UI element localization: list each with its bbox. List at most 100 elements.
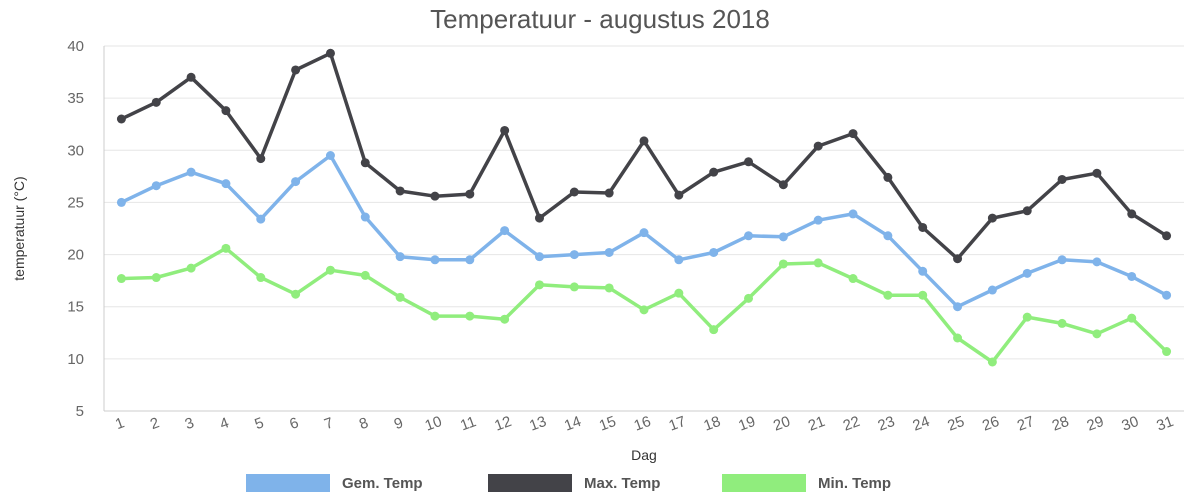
data-point[interactable]	[500, 125, 510, 135]
data-point[interactable]	[360, 158, 370, 168]
data-point[interactable]	[848, 274, 858, 284]
data-point[interactable]	[360, 212, 370, 222]
data-point[interactable]	[1057, 318, 1067, 328]
data-point[interactable]	[953, 254, 963, 264]
data-point[interactable]	[918, 290, 928, 300]
data-point[interactable]	[186, 263, 196, 273]
data-point[interactable]	[987, 285, 997, 295]
data-point[interactable]	[151, 181, 161, 191]
data-point[interactable]	[465, 189, 475, 199]
data-point[interactable]	[1092, 168, 1102, 178]
data-point[interactable]	[116, 197, 126, 207]
data-point[interactable]	[813, 141, 823, 151]
data-point[interactable]	[744, 293, 754, 303]
data-point[interactable]	[430, 255, 440, 265]
data-point[interactable]	[116, 274, 126, 284]
data-point[interactable]	[953, 333, 963, 343]
data-point[interactable]	[987, 213, 997, 223]
data-point[interactable]	[325, 265, 335, 275]
data-point[interactable]	[883, 290, 893, 300]
data-point[interactable]	[1162, 231, 1172, 241]
data-point[interactable]	[500, 314, 510, 324]
legend-item[interactable]: Max. Temp	[488, 474, 660, 492]
data-point[interactable]	[604, 247, 614, 257]
data-point[interactable]	[256, 214, 266, 224]
data-point[interactable]	[151, 97, 161, 107]
y-tick-label: 40	[67, 38, 84, 55]
data-point[interactable]	[883, 172, 893, 182]
data-point[interactable]	[1022, 312, 1032, 322]
data-point[interactable]	[709, 247, 719, 257]
data-point[interactable]	[569, 282, 579, 292]
data-point[interactable]	[465, 255, 475, 265]
legend-item[interactable]: Gem. Temp	[246, 474, 423, 492]
data-point[interactable]	[848, 129, 858, 139]
data-point[interactable]	[500, 226, 510, 236]
data-point[interactable]	[778, 232, 788, 242]
data-point[interactable]	[987, 357, 997, 367]
data-point[interactable]	[639, 136, 649, 146]
data-point[interactable]	[116, 114, 126, 124]
data-point[interactable]	[291, 289, 301, 299]
data-point[interactable]	[534, 280, 544, 290]
data-point[interactable]	[151, 273, 161, 283]
data-point[interactable]	[325, 48, 335, 58]
data-point[interactable]	[744, 231, 754, 241]
data-point[interactable]	[256, 154, 266, 164]
data-point[interactable]	[1022, 206, 1032, 216]
legend-item[interactable]: Min. Temp	[722, 474, 891, 492]
data-point[interactable]	[395, 292, 405, 302]
data-point[interactable]	[674, 255, 684, 265]
data-point[interactable]	[848, 209, 858, 219]
data-point[interactable]	[186, 167, 196, 177]
data-point[interactable]	[465, 311, 475, 321]
data-point[interactable]	[430, 191, 440, 201]
data-point[interactable]	[1057, 255, 1067, 265]
data-point[interactable]	[221, 106, 231, 116]
data-point[interactable]	[569, 187, 579, 197]
data-point[interactable]	[1127, 209, 1137, 219]
data-point[interactable]	[395, 252, 405, 262]
data-point[interactable]	[1127, 313, 1137, 323]
data-point[interactable]	[604, 283, 614, 293]
data-point[interactable]	[709, 325, 719, 335]
data-point[interactable]	[569, 250, 579, 260]
data-point[interactable]	[221, 243, 231, 253]
data-point[interactable]	[1092, 257, 1102, 267]
data-point[interactable]	[639, 228, 649, 238]
x-tick-label: 18	[701, 413, 722, 435]
data-point[interactable]	[674, 190, 684, 200]
data-point[interactable]	[778, 180, 788, 190]
data-point[interactable]	[744, 157, 754, 167]
data-point[interactable]	[639, 305, 649, 315]
data-point[interactable]	[1162, 290, 1172, 300]
data-point[interactable]	[1057, 174, 1067, 184]
data-point[interactable]	[430, 311, 440, 321]
data-point[interactable]	[256, 273, 266, 283]
data-point[interactable]	[534, 252, 544, 262]
data-point[interactable]	[918, 266, 928, 276]
data-point[interactable]	[395, 186, 405, 196]
data-point[interactable]	[1162, 347, 1172, 357]
data-point[interactable]	[813, 215, 823, 225]
data-point[interactable]	[674, 288, 684, 298]
data-point[interactable]	[221, 179, 231, 189]
data-point[interactable]	[813, 258, 823, 268]
data-point[interactable]	[918, 222, 928, 232]
data-point[interactable]	[1127, 271, 1137, 281]
data-point[interactable]	[186, 72, 196, 82]
data-point[interactable]	[604, 188, 614, 198]
data-point[interactable]	[778, 259, 788, 269]
legend: Gem. Temp Max. Temp Min. Temp	[246, 474, 891, 492]
data-point[interactable]	[291, 65, 301, 75]
data-point[interactable]	[1092, 329, 1102, 339]
data-point[interactable]	[534, 213, 544, 223]
data-point[interactable]	[325, 151, 335, 160]
data-point[interactable]	[291, 177, 301, 187]
legend-swatch	[246, 474, 330, 492]
data-point[interactable]	[1022, 268, 1032, 278]
data-point[interactable]	[953, 302, 963, 312]
data-point[interactable]	[360, 270, 370, 280]
data-point[interactable]	[709, 167, 719, 177]
data-point[interactable]	[883, 231, 893, 241]
